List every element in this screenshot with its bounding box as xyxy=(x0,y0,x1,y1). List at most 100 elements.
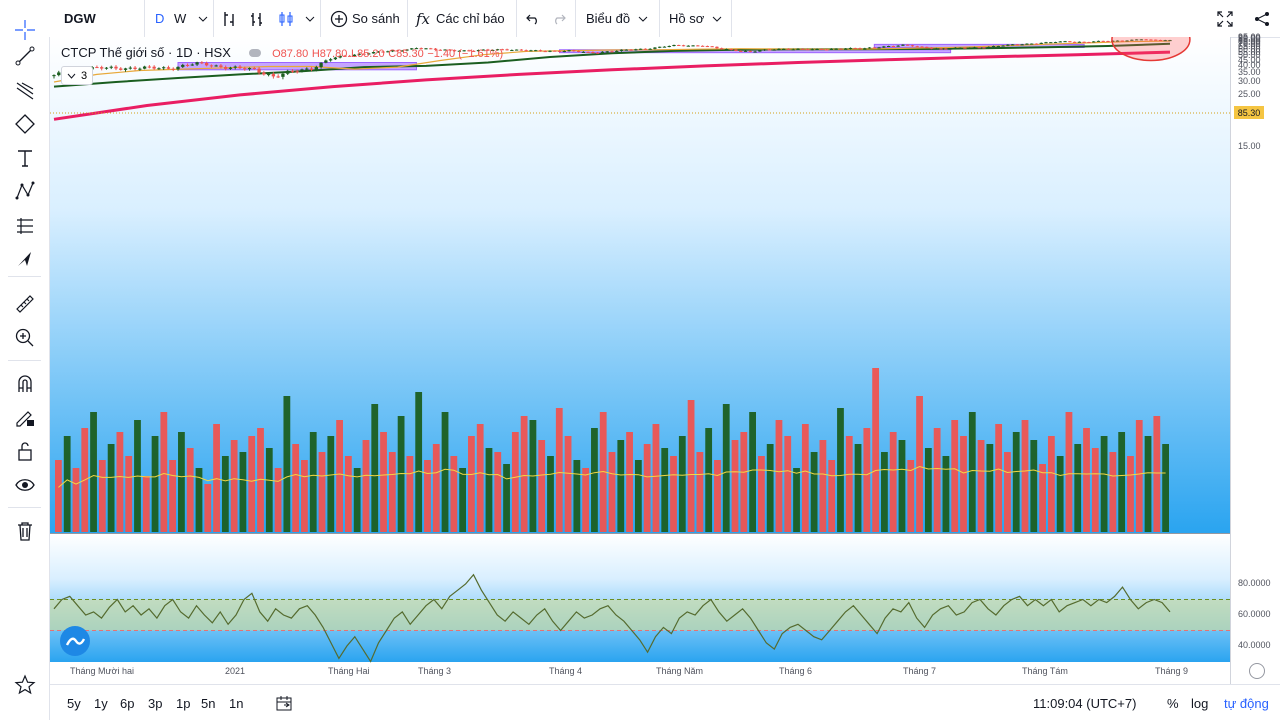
volume-bar xyxy=(705,428,713,532)
trash-icon[interactable] xyxy=(0,516,49,546)
range-button-5n[interactable]: 5n xyxy=(201,695,216,711)
legend-toggle-icon[interactable] xyxy=(248,49,261,57)
shapes-icon[interactable] xyxy=(0,109,49,139)
candle-body xyxy=(328,59,333,61)
indicator-count: 3 xyxy=(81,69,88,82)
prediction-icon[interactable] xyxy=(0,211,49,241)
volume-bar xyxy=(757,456,765,532)
log-toggle[interactable]: log xyxy=(1191,695,1209,711)
fullscreen-icon[interactable] xyxy=(1217,0,1233,37)
volume-bar xyxy=(125,456,133,532)
magnet-icon[interactable] xyxy=(0,369,49,399)
toolbar-divider xyxy=(213,0,214,37)
indicators-button[interactable]: fx Các chỉ báo xyxy=(416,0,505,37)
redo-icon[interactable] xyxy=(552,0,566,37)
chart-menu[interactable]: Biểu đồ xyxy=(586,0,648,37)
candle-body xyxy=(119,68,123,70)
volume-bar xyxy=(195,468,203,532)
indicators-collapse-button[interactable]: 3 xyxy=(61,66,94,85)
volume-bar xyxy=(626,432,633,532)
go-to-date-icon[interactable] xyxy=(276,685,292,721)
candle-body xyxy=(538,50,543,52)
candle-body xyxy=(853,47,857,49)
candle-body xyxy=(915,46,919,48)
candle-body xyxy=(452,50,457,52)
ruler-icon[interactable] xyxy=(0,289,49,319)
time-tick-label: Tháng Hai xyxy=(328,666,370,676)
candle-body xyxy=(686,45,690,47)
volume-bar xyxy=(388,452,396,532)
clock-time[interactable]: 11:09:04 (UTC+7) xyxy=(1033,695,1137,711)
candle-body xyxy=(1010,44,1015,46)
candle-body xyxy=(739,50,743,52)
volume-bar xyxy=(63,436,71,532)
rsi-tick-label: 80.0000 xyxy=(1238,578,1271,588)
volume-bar xyxy=(775,420,783,532)
patterns-icon[interactable] xyxy=(0,176,49,206)
price-tick-label: 25.00 xyxy=(1238,88,1261,99)
candlestick-icon[interactable] xyxy=(278,0,294,37)
pitchfork-icon[interactable] xyxy=(0,76,49,106)
settings-gear-icon[interactable] xyxy=(1249,663,1265,679)
bar-style-icon[interactable] xyxy=(222,0,236,37)
candle-body xyxy=(996,45,1000,47)
candle-body xyxy=(1120,40,1124,42)
candle-body xyxy=(944,48,948,50)
volume-bar xyxy=(951,420,959,532)
undo-icon[interactable] xyxy=(526,0,540,37)
volume-bar xyxy=(986,444,994,532)
candle-body xyxy=(381,51,385,53)
share-icon[interactable] xyxy=(1254,0,1270,37)
chart-canvas[interactable] xyxy=(50,37,1280,684)
range-button-5y[interactable]: 5y xyxy=(67,695,81,711)
volume-bar xyxy=(731,440,739,532)
candle-body xyxy=(529,50,533,52)
star-icon[interactable] xyxy=(0,670,49,700)
volume-bar xyxy=(283,396,291,532)
lock-icon[interactable] xyxy=(0,436,49,466)
candle-body xyxy=(424,48,428,50)
range-button-1p[interactable]: 1p xyxy=(176,695,191,711)
range-button-1y[interactable]: 1y xyxy=(94,695,108,711)
chevron-down-icon[interactable] xyxy=(305,0,315,37)
range-button-6p[interactable]: 6p xyxy=(120,695,135,711)
interval-d-button[interactable]: D xyxy=(155,11,165,26)
candle-body xyxy=(295,71,299,73)
price-tick-label: 90.00 xyxy=(1238,33,1261,43)
candle-body xyxy=(305,68,309,70)
candle-body xyxy=(343,55,347,57)
ohlc-bars-icon[interactable] xyxy=(250,0,264,37)
cursor-arrow-icon[interactable] xyxy=(0,244,49,274)
percent-toggle[interactable]: % xyxy=(1167,695,1179,711)
range-button-1n[interactable]: 1n xyxy=(229,695,244,711)
volume-bar xyxy=(977,440,985,532)
candle-body xyxy=(805,49,810,51)
candle-body xyxy=(410,48,414,50)
zoom-in-icon[interactable] xyxy=(0,323,49,353)
pencil-lock-icon[interactable] xyxy=(0,402,49,432)
chevron-down-icon[interactable] xyxy=(198,0,208,37)
candle-body xyxy=(276,76,280,78)
volume-bar xyxy=(441,412,449,532)
top-toolbar: DGW D W So sánh fx Các chỉ báo Biểu đồ H… xyxy=(0,0,1280,38)
profile-menu[interactable]: Hồ sơ xyxy=(669,0,722,37)
candle-body xyxy=(782,48,786,50)
candle-body xyxy=(1144,39,1148,41)
time-tick-label: Tháng 7 xyxy=(903,666,937,676)
highlight-ellipse[interactable] xyxy=(1111,37,1191,62)
volume-bar xyxy=(204,484,212,532)
eye-icon[interactable] xyxy=(0,470,49,500)
compare-button[interactable]: So sánh xyxy=(330,0,400,37)
candle-body xyxy=(586,51,590,53)
text-icon[interactable] xyxy=(0,143,49,173)
candle-body xyxy=(1087,41,1091,43)
crosshair-icon[interactable] xyxy=(0,15,49,45)
auto-scale-toggle[interactable]: tự động xyxy=(1224,695,1269,711)
interval-w-button[interactable]: W xyxy=(174,11,187,26)
range-button-3p[interactable]: 3p xyxy=(148,695,163,711)
trend-line-icon[interactable] xyxy=(0,41,49,71)
symbol-search[interactable]: DGW xyxy=(64,11,96,26)
volume-bar xyxy=(327,436,335,532)
candle-body xyxy=(906,44,910,46)
candle-body xyxy=(300,69,304,72)
